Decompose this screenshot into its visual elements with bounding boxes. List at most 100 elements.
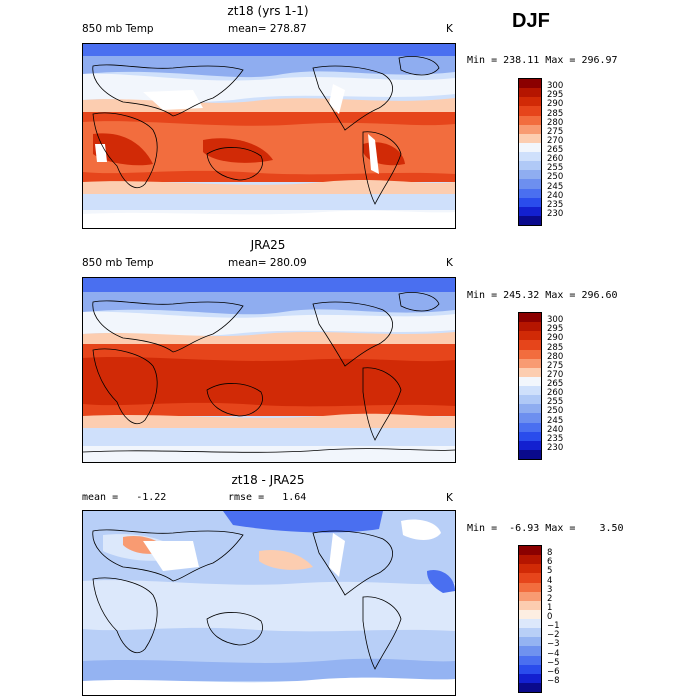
colorbar-tick-label: 5 (547, 566, 553, 577)
antarctica-missing (83, 677, 455, 695)
colorbar-tick-label: 1 (547, 602, 553, 613)
colorbar-swatch (519, 646, 541, 656)
colorbar-swatch (519, 142, 541, 152)
panel3-title: zt18 - JRA25 (231, 473, 305, 487)
colorbar-tick-label: 8 (547, 548, 553, 559)
southern-cool-anomaly (83, 658, 455, 681)
colorbar-tick-label: 285 (547, 342, 564, 353)
panel3-max-value: 3.50 (599, 523, 624, 534)
high-lat-band (83, 292, 455, 315)
andes-missing (368, 134, 379, 174)
eurasia-coast (92, 64, 244, 117)
colorbar-tick-label: 275 (547, 126, 564, 137)
panel2-title: JRA25 (250, 238, 286, 252)
panel2-mean-label: mean= (228, 257, 267, 269)
colorbar-swatch (519, 449, 541, 459)
season-label: DJF (512, 10, 550, 32)
atlantic-cold-anomaly (427, 569, 455, 593)
colorbar-swatch (519, 170, 541, 180)
colorbar-swatch (519, 313, 541, 323)
colorbar-swatch (519, 340, 541, 350)
arctic-band (83, 278, 455, 292)
colorbar-swatch (519, 637, 541, 647)
colorbar-tick-label: 255 (547, 163, 564, 174)
colorbar-swatch (519, 413, 541, 423)
panel2-mean: mean= 280.09 (228, 257, 307, 269)
panel1-map (82, 43, 456, 229)
colorbar-swatch (519, 404, 541, 414)
colorbar-tick-label: 250 (547, 406, 564, 417)
colorbar-swatch (519, 133, 541, 143)
colorbar-swatch (519, 546, 541, 556)
africa-coast (92, 348, 158, 425)
colorbar-tick-label: −1 (547, 621, 560, 632)
colorbar-swatch (519, 79, 541, 89)
tropical-inner (83, 121, 455, 175)
colorbar-tick-label: 275 (547, 360, 564, 371)
panel1-min-label: Min = (467, 55, 498, 66)
colorbar-swatch (519, 358, 541, 368)
panel2-colorbar (518, 312, 542, 460)
colorbar-tick-label: 230 (547, 442, 564, 453)
colorbar-tick-label: −4 (547, 648, 560, 659)
colorbar-tick-label: 6 (547, 557, 553, 568)
samerica-coast (362, 596, 402, 670)
colorbar-tick-label: 250 (547, 172, 564, 183)
panel1-units: K (446, 23, 453, 35)
colorbar-swatch (519, 197, 541, 207)
tropical-near-zero (83, 580, 455, 632)
greenland-missing (401, 519, 441, 540)
panel2-minmax: Min = 245.32 Max = 296.60 (467, 290, 618, 301)
panel2-max-value: 296.60 (581, 290, 618, 301)
panel3-map (82, 510, 456, 696)
namerica-coast (312, 65, 393, 131)
colorbar-swatch (519, 655, 541, 665)
colorbar-tick-label: 230 (547, 208, 564, 219)
panel3-mean-label: mean = (82, 492, 119, 503)
colorbar-tick-label: 295 (547, 90, 564, 101)
colorbar-tick-label: 260 (547, 154, 564, 165)
colorbar-tick-label: 270 (547, 369, 564, 380)
panel1-min-value: 238.11 (503, 55, 540, 66)
colorbar-tick-label: −2 (547, 630, 560, 641)
colorbar-swatch (519, 124, 541, 134)
colorbar-swatch (519, 664, 541, 674)
southern-ocean (83, 428, 455, 446)
colorbar-swatch (519, 97, 541, 107)
colorbar-swatch (519, 367, 541, 377)
panel3-minmax: Min = -6.93 Max = 3.50 (467, 523, 624, 534)
colorbar-swatch (519, 600, 541, 610)
colorbar-tick-label: −5 (547, 657, 560, 668)
australia-coast (206, 612, 263, 646)
panel3-units: K (446, 492, 453, 504)
panel3-min-value: -6.93 (509, 523, 540, 534)
panel1-colorbar (518, 78, 542, 226)
colorbar-swatch (519, 422, 541, 432)
colorbar-swatch (519, 386, 541, 396)
colorbar-swatch (519, 582, 541, 592)
panel2-map (82, 277, 456, 463)
greenland-coast (398, 292, 440, 312)
colorbar-swatch (519, 395, 541, 405)
panel1-title: zt18 (yrs 1-1) (227, 4, 309, 18)
colorbar-tick-label: −3 (547, 639, 560, 650)
panel1-variable: 850 mb Temp (82, 23, 154, 35)
colorbar-swatch (519, 673, 541, 683)
southern-ocean (83, 194, 455, 210)
tropical-inner (83, 357, 455, 407)
australia-hot (203, 138, 273, 163)
colorbar-tick-label: 3 (547, 584, 553, 595)
panel2-variable: 850 mb Temp (82, 257, 154, 269)
tibet-missing (143, 90, 203, 110)
eurasia-coast (92, 529, 244, 582)
australia-coast (206, 147, 263, 181)
greenland-coast (398, 56, 440, 76)
colorbar-swatch (519, 331, 541, 341)
namerica-coast (312, 530, 393, 596)
colorbar-tick-label: 300 (547, 315, 564, 326)
panel3-colorbar (518, 545, 542, 693)
colorbar-swatch (519, 106, 541, 116)
colorbar-tick-label: 280 (547, 117, 564, 128)
arctic-band (83, 44, 455, 56)
colorbar-swatch (519, 376, 541, 386)
